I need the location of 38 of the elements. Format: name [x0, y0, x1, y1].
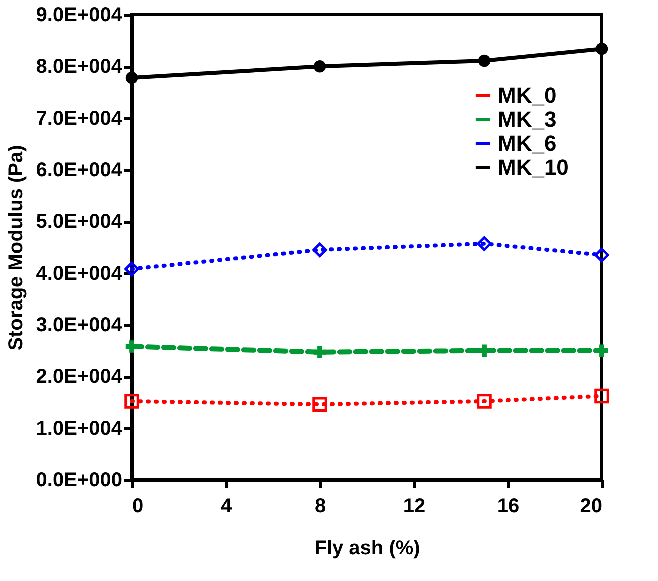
y-tick-label: 7.0E+004 — [36, 108, 124, 130]
point — [124, 262, 140, 277]
point — [126, 72, 138, 84]
point — [478, 54, 491, 68]
legend-label: MK_10 — [498, 155, 569, 180]
point — [596, 344, 608, 357]
y-tick-label: 8.0E+004 — [36, 56, 124, 78]
y-tick-label: 6.0E+004 — [36, 160, 124, 182]
x-tick-label: 20 — [580, 496, 602, 518]
y-tick-label: 2.0E+004 — [36, 366, 124, 388]
x-tick-label: 8 — [314, 496, 326, 518]
y-tick-label: 1.0E+004 — [36, 418, 124, 440]
point — [594, 248, 610, 263]
point — [477, 236, 492, 252]
x-tick-label: 12 — [403, 496, 426, 518]
point — [314, 346, 326, 359]
point — [478, 344, 491, 357]
y-tick-label: 3.0E+004 — [36, 314, 124, 336]
y-axis-title: Storage Modulus (Pa) — [5, 145, 28, 351]
point — [312, 242, 328, 258]
legend-label: MK_6 — [498, 131, 557, 156]
point — [596, 42, 608, 56]
y-tick-label: 5.0E+004 — [36, 211, 124, 234]
x-tick-label: 16 — [497, 496, 520, 518]
x-axis-title: Fly ash (%) — [314, 538, 420, 560]
y-tick-label: 0.0E+000 — [36, 470, 122, 492]
point — [314, 60, 326, 73]
x-tick-label: 4 — [220, 496, 233, 518]
point — [124, 394, 140, 409]
point — [126, 340, 138, 353]
point — [477, 394, 492, 409]
y-tick-label: 9.0E+004 — [36, 4, 124, 26]
y-tick-label: 4.0E+004 — [36, 262, 124, 285]
point — [312, 397, 328, 412]
point — [594, 388, 610, 404]
legend-label: MK_3 — [498, 107, 557, 132]
x-tick-label: 0 — [132, 496, 144, 518]
legend-label: MK_0 — [498, 83, 557, 108]
